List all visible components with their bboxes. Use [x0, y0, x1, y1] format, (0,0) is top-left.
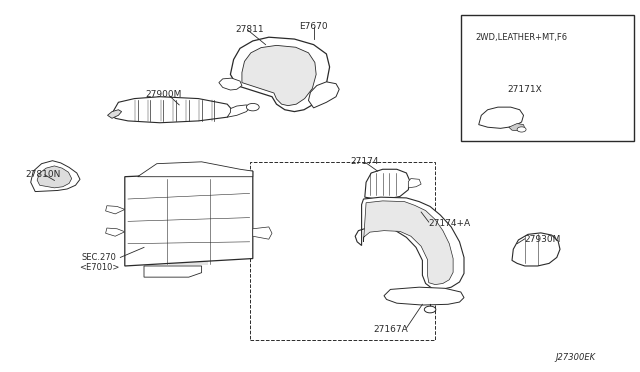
Bar: [250, 162, 435, 340]
Polygon shape: [227, 105, 250, 117]
Polygon shape: [365, 169, 410, 199]
Text: 27167A: 27167A: [373, 325, 408, 334]
Text: 27171X: 27171X: [508, 85, 542, 94]
Polygon shape: [384, 287, 464, 305]
Bar: [461, 15, 634, 141]
Bar: [212, 222, 251, 243]
Polygon shape: [253, 43, 278, 61]
Bar: [212, 178, 251, 198]
Bar: [127, 178, 166, 198]
Polygon shape: [408, 179, 421, 188]
Circle shape: [424, 306, 436, 313]
Polygon shape: [364, 201, 453, 285]
Text: E7670: E7670: [300, 22, 328, 31]
Bar: [127, 222, 166, 243]
Text: J27300EK: J27300EK: [555, 353, 595, 362]
Polygon shape: [308, 82, 339, 108]
Text: SEC.270
<E7010>: SEC.270 <E7010>: [79, 253, 120, 272]
Text: 27174: 27174: [351, 157, 379, 166]
Polygon shape: [106, 206, 125, 214]
Polygon shape: [144, 266, 202, 277]
Text: 27810N: 27810N: [26, 170, 61, 179]
Polygon shape: [230, 37, 330, 112]
Polygon shape: [37, 166, 72, 188]
Circle shape: [246, 103, 259, 111]
Polygon shape: [479, 107, 524, 128]
Text: 27174+A: 27174+A: [429, 219, 471, 228]
Polygon shape: [512, 233, 560, 266]
Polygon shape: [509, 124, 525, 131]
Polygon shape: [31, 161, 80, 192]
Text: 2WD,LEATHER+MT,F6: 2WD,LEATHER+MT,F6: [476, 33, 568, 42]
Polygon shape: [219, 78, 242, 90]
Text: 27811: 27811: [236, 25, 264, 34]
Circle shape: [517, 127, 526, 132]
Bar: [170, 245, 208, 265]
Polygon shape: [355, 197, 464, 289]
Polygon shape: [125, 171, 253, 266]
Polygon shape: [242, 45, 316, 106]
Polygon shape: [108, 110, 122, 118]
Polygon shape: [112, 97, 234, 123]
Polygon shape: [277, 48, 294, 55]
Text: 27900M: 27900M: [145, 90, 181, 99]
Bar: [170, 200, 208, 220]
Text: 27930M: 27930M: [525, 235, 561, 244]
Polygon shape: [138, 162, 253, 177]
Polygon shape: [106, 228, 125, 236]
Polygon shape: [253, 227, 272, 239]
